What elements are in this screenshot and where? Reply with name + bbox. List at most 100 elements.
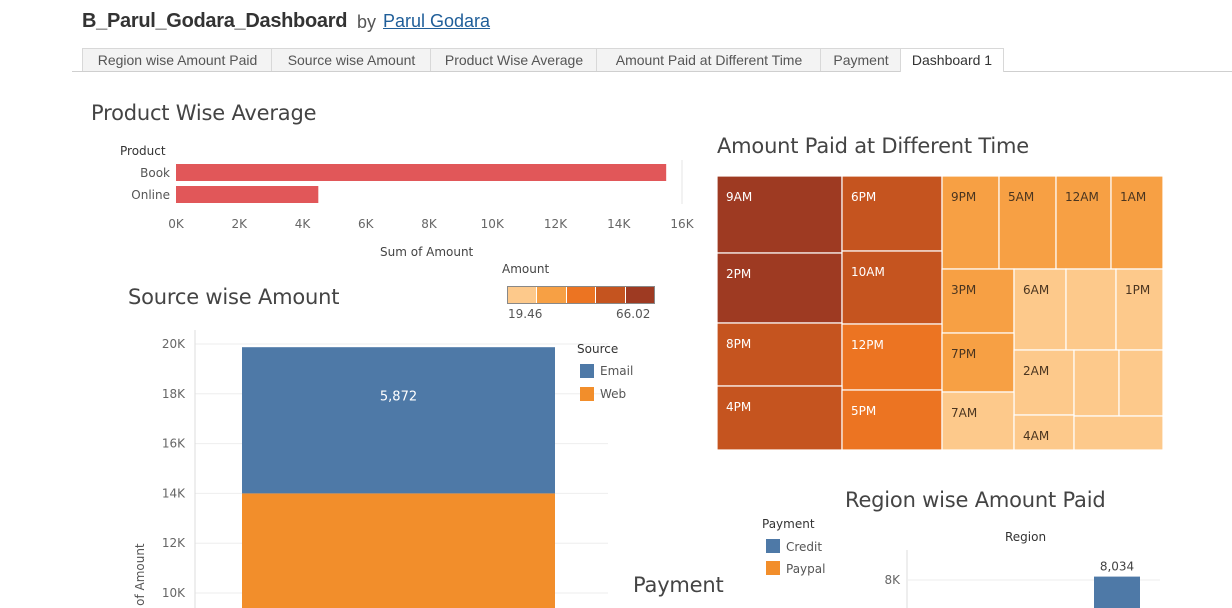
- treemap-label: 5AM: [1008, 190, 1034, 204]
- treemap-cell-12am: [1055, 176, 1112, 270]
- region-chart-title: Region wise Amount Paid: [845, 488, 1106, 512]
- treemap-cell-unlabeled: [1073, 349, 1120, 417]
- source-y-tick: 12K: [162, 536, 186, 550]
- author-link[interactable]: Parul Godara: [383, 11, 491, 31]
- treemap-cell-1am: [1110, 176, 1163, 270]
- product-x-tick: 16K: [670, 217, 694, 231]
- source-y-tick: 16K: [162, 437, 186, 451]
- treemap-cell-9am: [717, 176, 843, 254]
- product-x-axis-title: Sum of Amount: [380, 245, 474, 259]
- by-label: by: [357, 12, 377, 32]
- treemap-label: 1AM: [1120, 190, 1146, 204]
- region-bar-chart: 8K 8,034: [884, 550, 1160, 608]
- treemap-cell-5pm: [841, 389, 943, 450]
- product-category-label: Online: [131, 188, 170, 202]
- legend-email-swatch: [580, 364, 594, 378]
- treemap-cell-7pm: [941, 332, 1015, 393]
- legend-web-label: Web: [600, 387, 627, 401]
- tab-source-wise-amount[interactable]: Source wise Amount: [271, 48, 432, 71]
- treemap-cell-1pm: [1115, 268, 1163, 351]
- legend-paypal-label: Paypal: [786, 562, 826, 576]
- product-x-tick: 2K: [231, 217, 248, 231]
- treemap-cell-9pm: [941, 176, 1000, 270]
- legend-credit-swatch: [766, 539, 780, 553]
- amount-ramp-step: [508, 287, 537, 303]
- treemap-label: 4AM: [1023, 429, 1049, 443]
- legend-email-label: Email: [600, 364, 634, 378]
- product-bar: [176, 164, 667, 181]
- treemap-cell-unlabeled: [1073, 415, 1163, 450]
- treemap-cell-6am: [1013, 268, 1067, 351]
- workbook-title: B_Parul_Godara_Dashboard: [82, 10, 348, 32]
- treemap-label: 7PM: [951, 347, 976, 361]
- product-x-tick: 4K: [295, 217, 312, 231]
- source-email-data-label: 5,872: [380, 389, 417, 404]
- treemap-cell-3pm: [941, 268, 1015, 334]
- amount-legend-min: 19.46: [508, 307, 543, 321]
- treemap-cell-5am: [998, 176, 1057, 270]
- source-legend-title: Source: [577, 342, 619, 356]
- time-chart-title: Amount Paid at Different Time: [717, 134, 1030, 158]
- treemap-cell-10am: [841, 250, 943, 325]
- time-treemap: 9AM 6PM 9PM 5AM 12AM 1AM 2PM 10AM 3PM 6AM 1PM 8PM 12…: [717, 176, 1163, 450]
- source-y-tick: 18K: [162, 387, 186, 401]
- treemap-cell-7am: [941, 391, 1015, 450]
- treemap-label: 3PM: [951, 283, 976, 297]
- amount-ramp-step: [624, 287, 655, 303]
- product-category-label: Book: [140, 166, 170, 180]
- legend-credit-label: Credit: [786, 540, 823, 554]
- tab-dashboard-1[interactable]: Dashboard 1: [900, 48, 1004, 72]
- product-x-tick: 0K: [168, 217, 185, 231]
- tab-amount-paid-at-different-time[interactable]: Amount Paid at Different Time: [596, 48, 822, 71]
- treemap-cell-6pm: [841, 176, 943, 252]
- treemap-label: 10AM: [851, 265, 885, 279]
- treemap-label: 8PM: [726, 337, 751, 351]
- product-x-tick: 6K: [358, 217, 375, 231]
- tab-product-wise-average[interactable]: Product Wise Average: [430, 48, 598, 71]
- product-x-tick: 10K: [481, 217, 505, 231]
- treemap-label: 12AM: [1065, 190, 1099, 204]
- payment-chart-title: Payment: [633, 573, 724, 597]
- region-y-tick: 8K: [884, 573, 901, 587]
- treemap-label: 12PM: [851, 338, 884, 352]
- treemap-cell-2pm: [717, 252, 843, 324]
- product-x-tick: 12K: [544, 217, 568, 231]
- amount-ramp-step: [565, 287, 596, 303]
- region-column-header: Region: [1005, 530, 1047, 544]
- product-axis-header: Product: [120, 144, 166, 158]
- treemap-label: 2AM: [1023, 364, 1049, 378]
- treemap-label: 5PM: [851, 404, 876, 418]
- treemap-cell-unlabeled: [1118, 349, 1163, 417]
- source-y-tick: 10K: [162, 586, 186, 600]
- legend-paypal-swatch: [766, 561, 780, 575]
- treemap-label: 4PM: [726, 400, 751, 414]
- amount-legend-title: Amount: [502, 262, 550, 276]
- tab-region-wise-amount-paid[interactable]: Region wise Amount Paid: [82, 48, 273, 71]
- treemap-label: 7AM: [951, 406, 977, 420]
- tab-payment[interactable]: Payment: [820, 48, 902, 71]
- source-bar-email: [242, 347, 555, 494]
- treemap-label: 9PM: [951, 190, 976, 204]
- product-chart-title: Product Wise Average: [91, 101, 317, 125]
- source-y-tick: 20K: [162, 337, 186, 351]
- treemap-cell-12pm: [841, 323, 943, 391]
- treemap-label: 1PM: [1125, 283, 1150, 297]
- amount-legend-max: 66.02: [616, 307, 651, 321]
- sheet-tab-bar: Region wise Amount Paid Source wise Amou…: [72, 48, 1232, 72]
- source-stacked-bar-chart: 10K 12K 14K 16K 18K 20K 5,872 Sum of Amount: [133, 330, 608, 608]
- region-data-label: 8,034: [1100, 560, 1134, 574]
- treemap-cell-2am: [1013, 349, 1075, 416]
- treemap-cell-unlabeled: [1065, 268, 1117, 351]
- amount-color-ramp: [507, 286, 655, 304]
- product-x-tick: 14K: [607, 217, 631, 231]
- treemap-label: 2PM: [726, 267, 751, 281]
- treemap-label: 9AM: [726, 190, 752, 204]
- amount-ramp-step: [595, 287, 625, 303]
- source-y-axis-title: Sum of Amount: [133, 543, 147, 608]
- region-bar: [1094, 576, 1140, 608]
- treemap-cell-4pm: [717, 385, 843, 450]
- product-bar: [176, 186, 319, 203]
- treemap-label: 6AM: [1023, 283, 1049, 297]
- treemap-cell-4am: [1013, 414, 1075, 450]
- product-x-tick: 8K: [421, 217, 438, 231]
